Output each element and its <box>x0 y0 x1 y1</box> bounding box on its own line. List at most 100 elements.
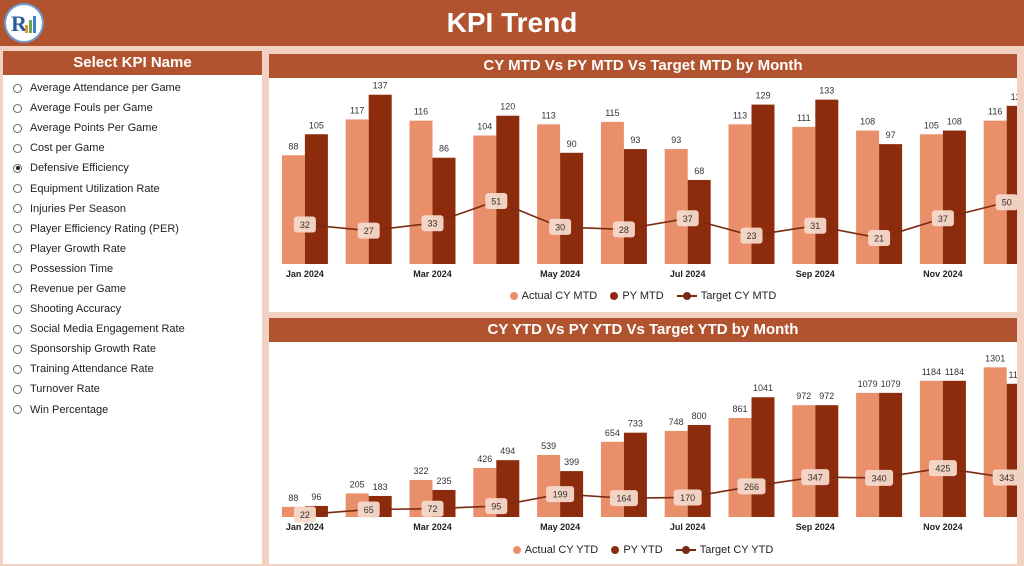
bar-py[interactable] <box>304 134 328 264</box>
bar-actual[interactable] <box>281 506 305 517</box>
data-label-target: 164 <box>616 494 631 504</box>
bar-py[interactable] <box>304 505 328 517</box>
data-label-py: 733 <box>628 419 643 429</box>
data-label-actual: 117 <box>350 105 364 115</box>
bar-actual[interactable] <box>919 380 943 517</box>
radio-button-icon[interactable] <box>13 224 22 234</box>
radio-button-icon[interactable] <box>13 324 22 334</box>
bar-actual[interactable] <box>792 405 816 517</box>
data-label-target: 21 <box>874 234 884 244</box>
kpi-option-social-media-engagement-rate[interactable]: Social Media Engagement Rate <box>3 319 262 339</box>
bar-actual[interactable] <box>537 454 561 517</box>
data-label-py: 1079 <box>881 379 901 389</box>
bar-py[interactable] <box>942 380 966 517</box>
ytd-legend: Actual CY YTD PY YTD Target CY YTD <box>269 544 1017 557</box>
data-label-py: 972 <box>819 391 834 401</box>
radio-button-icon[interactable] <box>13 184 22 194</box>
radio-button-icon[interactable] <box>13 163 22 173</box>
bar-actual[interactable] <box>600 121 624 264</box>
bar-actual[interactable] <box>983 120 1007 265</box>
bar-actual[interactable] <box>281 155 305 264</box>
target-label-box <box>868 230 891 247</box>
data-label-actual: 111 <box>797 113 811 123</box>
bar-actual[interactable] <box>728 417 752 517</box>
bar-py[interactable] <box>1006 105 1017 264</box>
bar-actual[interactable] <box>856 392 880 517</box>
kpi-option-injuries-per-season[interactable]: Injuries Per Season <box>3 199 262 219</box>
bar-py[interactable] <box>1006 383 1017 517</box>
data-label-py: 120 <box>500 102 515 112</box>
mtd-chart-panel: CY MTD Vs PY MTD Vs Target MTD by Month … <box>269 54 1017 312</box>
radio-button-icon[interactable] <box>13 143 22 153</box>
bar-py[interactable] <box>496 115 520 264</box>
bar-py[interactable] <box>942 130 966 264</box>
kpi-option-shooting-accuracy[interactable]: Shooting Accuracy <box>3 299 262 319</box>
kpi-option-training-attendance-rate[interactable]: Training Attendance Rate <box>3 359 262 379</box>
radio-button-icon[interactable] <box>13 304 22 314</box>
kpi-option-sponsorship-growth-rate[interactable]: Sponsorship Growth Rate <box>3 339 262 359</box>
radio-button-icon[interactable] <box>13 83 22 93</box>
target-label-box <box>931 210 954 227</box>
bar-py[interactable] <box>815 99 839 265</box>
kpi-option-defensive-efficiency[interactable]: Defensive Efficiency <box>3 158 262 178</box>
kpi-option-turnover-rate[interactable]: Turnover Rate <box>3 379 262 399</box>
kpi-option-label: Injuries Per Season <box>30 202 126 215</box>
bar-actual[interactable] <box>473 135 497 264</box>
kpi-option-cost-per-game[interactable]: Cost per Game <box>3 138 262 158</box>
kpi-option-average-fouls-per-game[interactable]: Average Fouls per Game <box>3 98 262 118</box>
data-label-target: 37 <box>938 214 948 224</box>
kpi-option-win-percentage[interactable]: Win Percentage <box>3 400 262 420</box>
target-label-box <box>609 490 638 507</box>
kpi-option-revenue-per-game[interactable]: Revenue per Game <box>3 279 262 299</box>
data-label-actual: 1079 <box>858 379 878 389</box>
data-label-target: 31 <box>810 221 820 231</box>
target-label-box <box>804 217 827 234</box>
bar-py[interactable] <box>815 405 839 517</box>
kpi-option-player-growth-rate[interactable]: Player Growth Rate <box>3 239 262 259</box>
kpi-option-label: Turnover Rate <box>30 383 100 396</box>
bar-actual[interactable] <box>983 367 1007 517</box>
bar-actual[interactable] <box>409 120 433 265</box>
kpi-option-average-attendance-per-game[interactable]: Average Attendance per Game <box>3 78 262 98</box>
radio-button-icon[interactable] <box>13 364 22 374</box>
bar-py[interactable] <box>751 397 775 517</box>
data-label-py: 108 <box>947 117 962 127</box>
svg-text:R: R <box>11 11 28 36</box>
bar-py[interactable] <box>432 157 456 264</box>
radio-button-icon[interactable] <box>13 405 22 415</box>
bar-py[interactable] <box>368 94 392 264</box>
radio-button-icon[interactable] <box>13 384 22 394</box>
target-label-box <box>928 460 957 477</box>
bar-actual[interactable] <box>792 126 816 264</box>
kpi-option-possession-time[interactable]: Possession Time <box>3 259 262 279</box>
data-label-target: 50 <box>1002 198 1012 208</box>
data-label-target: 343 <box>999 473 1014 483</box>
data-label-target: 30 <box>555 222 565 232</box>
data-label-actual: 93 <box>671 135 681 145</box>
data-label-target: 28 <box>619 225 629 235</box>
radio-button-icon[interactable] <box>13 204 22 214</box>
bar-actual[interactable] <box>664 149 688 264</box>
radio-button-icon[interactable] <box>13 344 22 354</box>
bar-py[interactable] <box>560 152 584 264</box>
target-label-box <box>673 489 702 506</box>
kpi-option-average-points-per-game[interactable]: Average Points Per Game <box>3 118 262 138</box>
bar-py[interactable] <box>879 392 903 517</box>
radio-button-icon[interactable] <box>13 103 22 113</box>
kpi-option-label: Win Percentage <box>30 403 109 416</box>
radio-button-icon[interactable] <box>13 264 22 274</box>
radio-button-icon[interactable] <box>13 244 22 254</box>
bar-py[interactable] <box>623 149 647 264</box>
data-label-target: 27 <box>364 226 374 236</box>
kpi-option-player-efficiency-rating-per[interactable]: Player Efficiency Rating (PER) <box>3 219 262 239</box>
kpi-option-equipment-utilization-rate[interactable]: Equipment Utilization Rate <box>3 178 262 198</box>
data-label-py: 128 <box>1011 92 1017 102</box>
ytd-chart: 88 96 Jan 2024 205 183 322 235 Mar 2024 426 494 53… <box>281 353 1017 532</box>
bar-actual[interactable] <box>345 119 369 264</box>
radio-button-icon[interactable] <box>13 284 22 294</box>
bar-py[interactable] <box>751 104 775 264</box>
bar-actual[interactable] <box>537 124 561 264</box>
bar-actual[interactable] <box>919 134 943 264</box>
data-label-py: 129 <box>755 91 770 101</box>
radio-button-icon[interactable] <box>13 123 22 133</box>
